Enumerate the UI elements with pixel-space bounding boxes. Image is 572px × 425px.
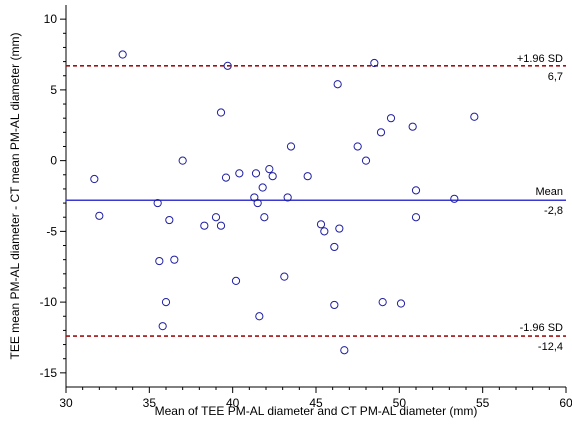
data-point bbox=[153, 198, 162, 208]
mean-value: -2,8 bbox=[544, 205, 563, 217]
data-point bbox=[265, 165, 274, 174]
data-point bbox=[216, 108, 226, 117]
data-point bbox=[386, 114, 396, 123]
data-point bbox=[95, 211, 104, 220]
data-point bbox=[280, 272, 289, 281]
y-axis-title: TEE mean PM-AL diameter - CT mean PM-AL … bbox=[8, 33, 22, 360]
y-tick-label: -15 bbox=[40, 366, 58, 380]
data-point bbox=[303, 172, 312, 181]
x-tick-label: 30 bbox=[59, 396, 73, 410]
y-tick-label: 10 bbox=[44, 12, 58, 26]
y-tick-label: -10 bbox=[40, 295, 58, 309]
data-point bbox=[408, 122, 417, 131]
data-point bbox=[161, 298, 171, 307]
data-point bbox=[221, 173, 231, 182]
data-point bbox=[268, 172, 277, 181]
data-point bbox=[260, 213, 269, 222]
data-point bbox=[211, 213, 221, 222]
x-tick-label: 35 bbox=[143, 396, 157, 410]
upper-limit-label: +1.96 SD bbox=[517, 53, 563, 65]
data-point bbox=[378, 298, 387, 307]
lower-limit-value: -12,4 bbox=[538, 341, 563, 353]
data-point bbox=[231, 276, 241, 285]
data-point bbox=[330, 242, 339, 252]
data-point bbox=[333, 80, 342, 89]
data-point bbox=[353, 142, 362, 151]
data-point bbox=[396, 299, 406, 308]
data-point bbox=[178, 156, 187, 165]
data-points bbox=[90, 50, 479, 355]
x-axis-ticks: 30 35 40 45 50 55 60 bbox=[59, 387, 572, 410]
data-point bbox=[316, 220, 326, 229]
data-point bbox=[376, 128, 386, 137]
y-tick-label: 0 bbox=[50, 154, 57, 168]
data-point bbox=[118, 50, 127, 59]
data-point bbox=[165, 215, 174, 225]
data-point bbox=[450, 194, 459, 203]
x-axis-title: Mean of TEE PM-AL diameter and CT PM-AL … bbox=[155, 404, 478, 418]
data-point bbox=[411, 186, 421, 195]
x-tick-label: 60 bbox=[559, 396, 572, 410]
data-point bbox=[235, 169, 244, 178]
data-point bbox=[258, 183, 267, 192]
lower-limit-label: -1.96 SD bbox=[520, 322, 563, 334]
data-point bbox=[216, 221, 226, 230]
data-point bbox=[470, 112, 479, 121]
x-tick-label: 40 bbox=[226, 396, 240, 410]
x-tick-label: 45 bbox=[309, 396, 323, 410]
upper-limit-value: 6,7 bbox=[548, 71, 563, 83]
data-point bbox=[340, 346, 349, 355]
data-point bbox=[170, 255, 179, 264]
data-point bbox=[335, 224, 344, 233]
y-tick-label: -5 bbox=[46, 224, 57, 238]
data-point bbox=[330, 300, 339, 310]
data-point bbox=[411, 213, 421, 222]
data-point bbox=[320, 227, 329, 236]
data-point bbox=[90, 174, 99, 184]
data-point bbox=[286, 142, 296, 151]
data-point bbox=[361, 156, 371, 165]
data-point bbox=[158, 322, 167, 331]
data-point bbox=[255, 312, 264, 321]
data-point bbox=[253, 198, 262, 208]
x-tick-label: 55 bbox=[476, 396, 490, 410]
data-point bbox=[155, 256, 164, 266]
x-tick-label: 50 bbox=[393, 396, 407, 410]
y-axis-ticks: 10 5 0 -5 -10 -15 bbox=[40, 12, 66, 380]
data-point bbox=[370, 58, 379, 68]
y-tick-label: 5 bbox=[50, 83, 57, 97]
mean-label: Mean bbox=[535, 186, 563, 198]
data-point bbox=[200, 221, 209, 230]
data-point bbox=[283, 193, 292, 202]
data-point bbox=[251, 169, 261, 178]
data-point bbox=[223, 61, 232, 70]
